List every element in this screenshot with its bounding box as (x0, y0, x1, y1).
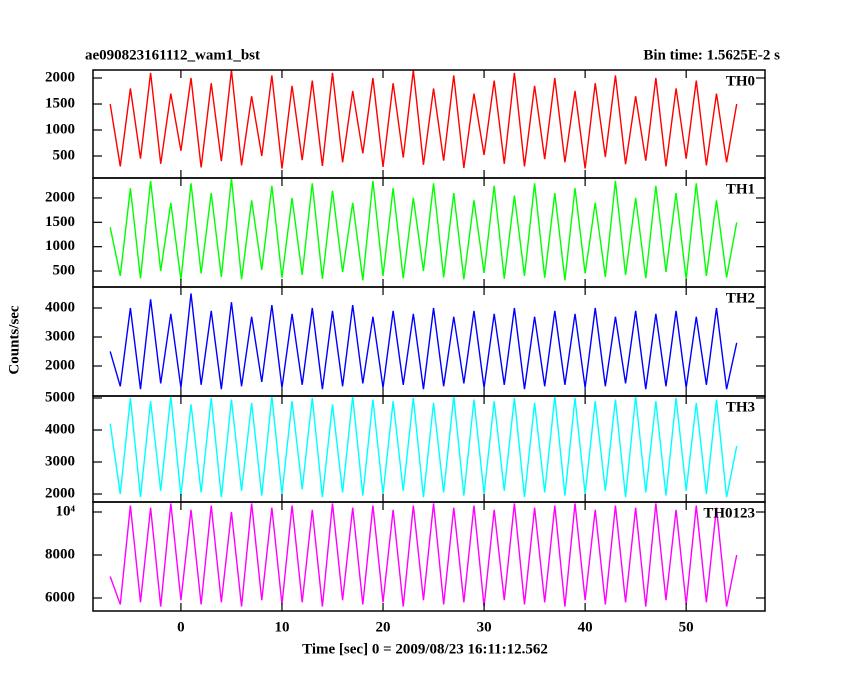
y-tick-label: 3000 (45, 328, 75, 344)
x-tick-label: 10 (274, 619, 289, 635)
y-tick-label: 2000 (45, 69, 75, 85)
y-tick-label: 2000 (45, 485, 75, 501)
series-line (109, 396, 738, 498)
y-tick-label: 1500 (45, 214, 75, 230)
y-tick-label: 6000 (45, 589, 75, 605)
y-axis-label: Counts/sec (6, 305, 22, 375)
legend-label: TH0123 (703, 505, 755, 521)
x-tick-label: 30 (477, 619, 492, 635)
y-tick-label: 500 (53, 147, 76, 163)
x-tick-label: 0 (177, 619, 185, 635)
y-tick-label: 500 (53, 262, 76, 278)
x-tick-label: 50 (679, 619, 694, 635)
x-tick-label: 40 (578, 619, 593, 635)
y-tick-label: 4000 (45, 421, 75, 437)
y-tick-label: 3000 (45, 453, 75, 469)
legend-label: TH2 (726, 290, 755, 306)
chart-title: ae090823161112_wam1_bst (85, 47, 260, 63)
y-tick-label: 1000 (45, 238, 75, 254)
x-axis-label: Time [sec] 0 = 2009/08/23 16:11:12.562 (302, 641, 548, 657)
y-tick-label: 2000 (45, 357, 75, 373)
y-tick-label: 2000 (45, 189, 75, 205)
chart-subtitle: Bin time: 1.5625E-2 s (643, 47, 780, 63)
y-tick-label: 1500 (45, 95, 75, 111)
y-tick-label: 4000 (45, 299, 75, 315)
panel-frame (92, 501, 766, 612)
legend-label: TH0 (726, 73, 755, 89)
series-line (109, 70, 738, 169)
y-tick-label: 5000 (45, 389, 75, 405)
legend-label: TH1 (726, 181, 755, 197)
series-line (109, 293, 738, 390)
y-tick-label: 8000 (45, 546, 75, 562)
series-line (109, 178, 738, 281)
series-line (109, 503, 738, 607)
y-tick-label: 10⁴ (56, 503, 76, 519)
x-tick-label: 20 (376, 619, 391, 635)
y-tick-label: 1000 (45, 121, 75, 137)
legend-label: TH3 (726, 399, 755, 415)
